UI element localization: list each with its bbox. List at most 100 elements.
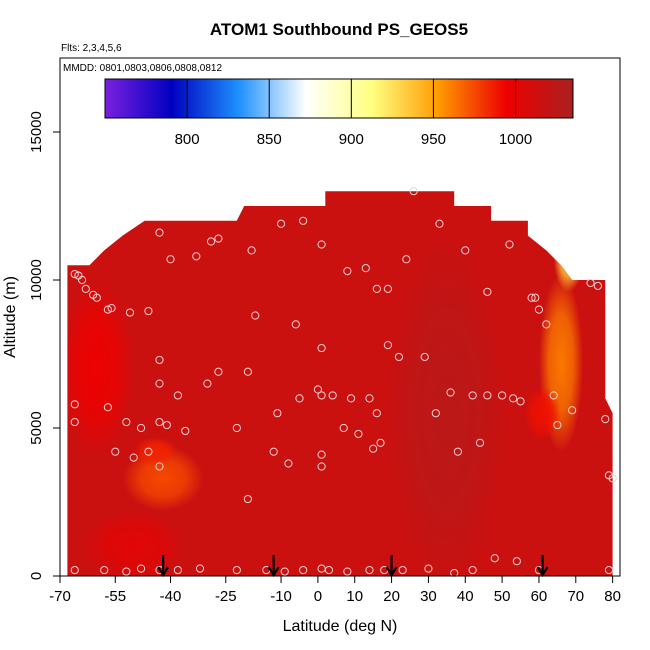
obs-point <box>512 557 521 566</box>
x-tick-label: -55 <box>104 588 126 605</box>
obs-point <box>453 447 462 456</box>
obs-point <box>155 462 164 471</box>
obs-point <box>144 306 153 316</box>
obs-point <box>361 264 370 273</box>
x-tick-label: -40 <box>160 588 182 605</box>
obs-point <box>136 564 146 573</box>
obs-point <box>203 379 212 388</box>
heatmap-blob <box>524 386 562 440</box>
obs-point <box>214 234 223 243</box>
obs-point <box>122 417 131 427</box>
obs-point <box>317 240 326 249</box>
obs-point <box>155 228 164 237</box>
obs-point <box>468 391 477 400</box>
y-axis-label: Altitude (m) <box>2 276 19 358</box>
obs-point <box>78 275 87 285</box>
heatmap-blob <box>82 510 186 576</box>
obs-point <box>475 438 485 447</box>
obs-point <box>81 284 90 293</box>
obs-point <box>468 565 477 575</box>
obs-point <box>601 415 610 424</box>
obs-point <box>420 352 429 362</box>
obs-point <box>317 343 326 353</box>
heatmap-blob <box>387 235 506 576</box>
obs-point <box>531 293 540 302</box>
heatmap-blob <box>133 436 178 467</box>
x-tick-label: 0 <box>314 588 322 605</box>
obs-point <box>162 420 171 430</box>
surface-arrow <box>385 555 398 578</box>
obs-point <box>383 284 392 293</box>
obs-point <box>129 453 138 462</box>
obs-point <box>269 447 278 456</box>
obs-point <box>343 567 352 576</box>
obs-point <box>461 246 470 255</box>
surface-arrows <box>157 555 549 578</box>
x-tick-label: 80 <box>604 588 621 605</box>
obs-point <box>354 429 363 439</box>
x-tick-label: 50 <box>494 588 511 605</box>
y-tick-label: 0 <box>28 572 45 580</box>
colorbar-ticks: 800 850 900 950 1000 <box>175 79 532 148</box>
obs-point <box>195 564 205 573</box>
obs-point <box>144 447 153 456</box>
obs-point <box>70 400 79 409</box>
y-tick-label: 15000 <box>28 111 45 153</box>
obs-point <box>92 293 101 302</box>
surface-arrow <box>267 555 280 578</box>
obs-point <box>339 423 348 433</box>
obs-point <box>247 246 256 255</box>
obs-point <box>383 341 392 350</box>
colorbar-tick-label: 1000 <box>499 131 532 148</box>
obs-point <box>155 355 164 365</box>
obs-point <box>424 564 433 573</box>
y-tick-label: 5000 <box>28 411 45 444</box>
surface-arrow <box>157 555 170 578</box>
y-tick-label: 10000 <box>28 259 45 301</box>
colorbar-bar <box>104 78 574 119</box>
obs-point <box>586 278 595 288</box>
flights-label: Flts: 2,3,4,5,6 <box>61 43 122 54</box>
obs-point <box>173 565 182 575</box>
obs-point <box>365 394 374 403</box>
obs-point <box>568 406 577 415</box>
obs-point <box>372 409 381 418</box>
obs-point <box>299 565 308 575</box>
obs-point <box>243 494 252 504</box>
obs-point <box>365 565 374 575</box>
obs-point <box>280 567 289 576</box>
x-tick-label: 20 <box>383 588 400 605</box>
obs-point <box>111 447 120 456</box>
obs-point <box>122 567 131 576</box>
dates-label: MMDD: 0801,0803,0806,0808,0812 <box>63 63 222 74</box>
colorbar-tick-label: 850 <box>257 131 282 148</box>
obs-point <box>107 304 116 313</box>
obs-point <box>534 305 544 314</box>
obs-point <box>516 397 525 406</box>
colorbar-tick-label: 950 <box>421 131 446 148</box>
x-axis-label: Latitude (deg N) <box>283 618 398 635</box>
heatmap-blobs <box>67 226 584 576</box>
obs-point <box>100 565 109 575</box>
obs-point <box>103 403 112 412</box>
obs-point <box>166 255 175 264</box>
x-tick-label: 70 <box>567 588 584 605</box>
obs-point <box>70 417 79 427</box>
obs-point <box>232 423 241 433</box>
obs-point <box>398 565 407 575</box>
obs-point <box>125 308 135 317</box>
obs-points <box>70 187 617 578</box>
obs-point <box>181 426 190 436</box>
obs-point <box>435 219 444 228</box>
obs-point <box>173 391 182 400</box>
obs-point <box>376 438 385 447</box>
y-axis: 0 5000 10000 15000 <box>28 111 60 580</box>
x-tick-label: -10 <box>270 588 292 605</box>
x-tick-label: 60 <box>531 588 548 605</box>
obs-point <box>276 219 286 228</box>
obs-point <box>295 394 304 403</box>
x-tick-label: -70 <box>49 588 71 605</box>
